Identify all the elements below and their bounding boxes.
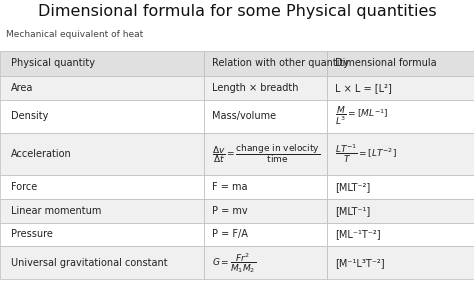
- Text: Universal gravitational constant: Universal gravitational constant: [11, 258, 168, 268]
- Text: Mass/volume: Mass/volume: [212, 111, 276, 121]
- Text: $G=\dfrac{Fr^2}{M_1 M_2}$: $G=\dfrac{Fr^2}{M_1 M_2}$: [212, 251, 256, 274]
- Bar: [0, 246, 204, 279]
- Bar: [0, 199, 204, 222]
- Text: Acceleration: Acceleration: [11, 149, 72, 159]
- Bar: [327, 51, 474, 76]
- Bar: [204, 199, 327, 222]
- Bar: [204, 76, 327, 100]
- Bar: [327, 246, 474, 279]
- Text: Relation with other quantity: Relation with other quantity: [212, 58, 349, 69]
- Bar: [204, 175, 327, 199]
- Text: P = F/A: P = F/A: [212, 229, 248, 239]
- Text: [MLT⁻²]: [MLT⁻²]: [335, 182, 370, 192]
- Bar: [204, 100, 327, 133]
- Text: F = ma: F = ma: [212, 182, 247, 192]
- Bar: [0, 133, 204, 175]
- Text: $\dfrac{LT^{-1}}{T}=[LT^{-2}]$: $\dfrac{LT^{-1}}{T}=[LT^{-2}]$: [335, 143, 397, 165]
- Text: Physical quantity: Physical quantity: [11, 58, 95, 69]
- Bar: [327, 133, 474, 175]
- Text: Length × breadth: Length × breadth: [212, 83, 298, 93]
- Bar: [204, 246, 327, 279]
- Bar: [204, 51, 327, 76]
- Text: Density: Density: [11, 111, 49, 121]
- Text: Force: Force: [11, 182, 37, 192]
- Text: [ML⁻¹T⁻²]: [ML⁻¹T⁻²]: [335, 229, 381, 239]
- Bar: [0, 100, 204, 133]
- Bar: [0, 222, 204, 246]
- Bar: [327, 199, 474, 222]
- Text: P = mv: P = mv: [212, 206, 247, 216]
- Bar: [0, 51, 204, 76]
- Text: Mechanical equivalent of heat: Mechanical equivalent of heat: [6, 30, 143, 39]
- Text: L × L = [L²]: L × L = [L²]: [335, 83, 392, 93]
- Bar: [0, 76, 204, 100]
- Text: $\dfrac{M}{L^3}=[ML^{-1}]$: $\dfrac{M}{L^3}=[ML^{-1}]$: [335, 105, 389, 127]
- Text: Dimensional formula: Dimensional formula: [335, 58, 437, 69]
- Text: Dimensional formula for some Physical quantities: Dimensional formula for some Physical qu…: [38, 4, 436, 19]
- Text: Pressure: Pressure: [11, 229, 53, 239]
- Bar: [204, 133, 327, 175]
- Text: Area: Area: [11, 83, 34, 93]
- Text: [MLT⁻¹]: [MLT⁻¹]: [335, 206, 370, 216]
- Text: Linear momentum: Linear momentum: [11, 206, 102, 216]
- Bar: [327, 175, 474, 199]
- Text: $\dfrac{\Delta v}{\Delta t}=\dfrac{\mathrm{change\ in\ velocity}}{\mathrm{time}}: $\dfrac{\Delta v}{\Delta t}=\dfrac{\math…: [212, 143, 320, 166]
- Bar: [204, 222, 327, 246]
- Bar: [0, 175, 204, 199]
- Text: [M⁻¹L³T⁻²]: [M⁻¹L³T⁻²]: [335, 258, 385, 268]
- Bar: [327, 100, 474, 133]
- Bar: [327, 76, 474, 100]
- Bar: [327, 222, 474, 246]
